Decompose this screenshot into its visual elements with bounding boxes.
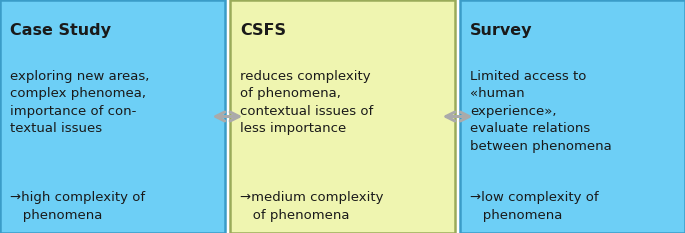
FancyBboxPatch shape xyxy=(230,0,455,233)
Text: →medium complexity
   of phenomena: →medium complexity of phenomena xyxy=(240,191,383,222)
FancyBboxPatch shape xyxy=(0,0,225,233)
Text: →low complexity of
   phenomena: →low complexity of phenomena xyxy=(470,191,599,222)
FancyBboxPatch shape xyxy=(460,0,685,233)
Text: Limited access to
«human
experience»,
evaluate relations
between phenomena: Limited access to «human experience», ev… xyxy=(470,70,612,153)
Text: Survey: Survey xyxy=(470,23,532,38)
Text: reduces complexity
of phenomena,
contextual issues of
less importance: reduces complexity of phenomena, context… xyxy=(240,70,373,135)
Text: →high complexity of
   phenomena: →high complexity of phenomena xyxy=(10,191,145,222)
Text: CSFS: CSFS xyxy=(240,23,286,38)
Text: exploring new areas,
complex phenomea,
importance of con-
textual issues: exploring new areas, complex phenomea, i… xyxy=(10,70,149,135)
Text: Case Study: Case Study xyxy=(10,23,110,38)
